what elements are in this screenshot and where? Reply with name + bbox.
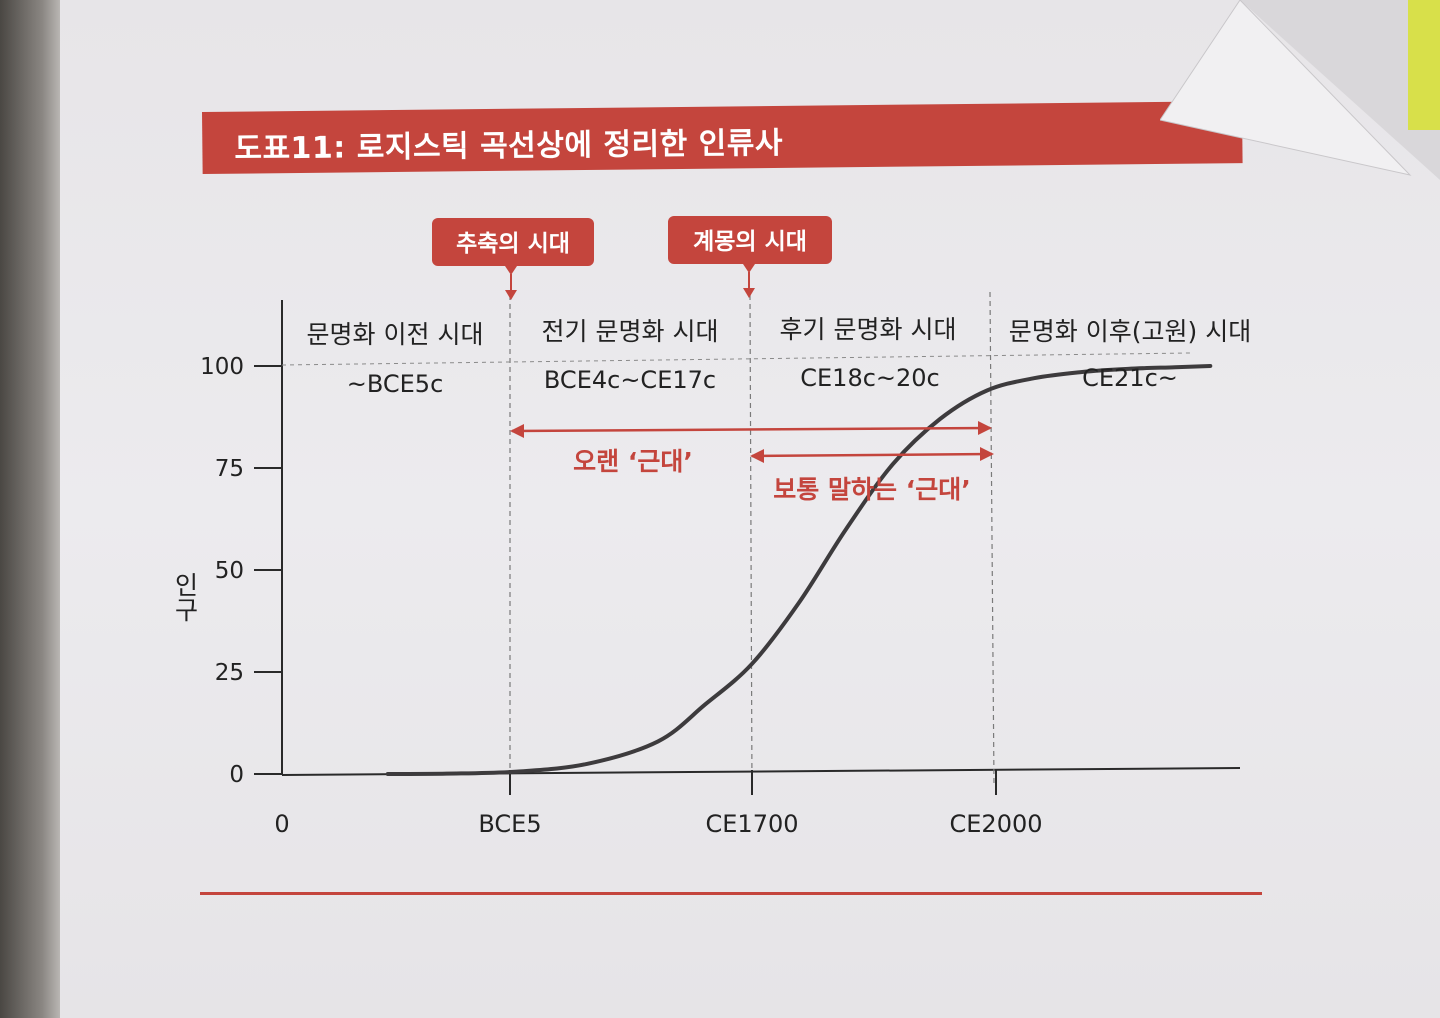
x-tick-label: BCE5 <box>478 810 541 838</box>
era-name-early: 전기 문명화 시대 <box>542 317 719 346</box>
era-name-late: 후기 문명화 시대 <box>780 315 957 344</box>
y-tick-label: 100 <box>200 354 244 380</box>
span-usual-modernity: 보통 말하는 ‘근대’ <box>750 447 994 504</box>
page-corner-fold <box>1160 0 1440 180</box>
plateau-line-100 <box>281 352 1191 366</box>
bottom-rule <box>200 892 1262 895</box>
x-tick-label: 0 <box>274 810 289 838</box>
marker-enlightenment: 계몽의 시대 <box>668 216 832 298</box>
modernity-spans: 오랜 ‘근대’ 보통 말하는 ‘근대’ <box>510 421 994 504</box>
era-dividers <box>281 291 1191 791</box>
page-gutter-shadow <box>0 0 60 1018</box>
y-tick-label: 25 <box>215 660 244 686</box>
era-period-post: CE21c~ <box>1082 364 1178 392</box>
divider-ce2000 <box>989 291 995 786</box>
x-tick-label: CE2000 <box>950 810 1043 838</box>
x-tick-label: CE1700 <box>706 810 799 838</box>
era-period-late: CE18c~20c <box>800 364 940 392</box>
y-tick-label: 50 <box>215 558 244 584</box>
span-usual-modernity-label: 보통 말하는 ‘근대’ <box>773 475 970 504</box>
marker-axial-age: 추축의 시대 <box>432 218 594 300</box>
era-name-pre: 문명화 이전 시대 <box>307 320 484 349</box>
period-markers: 추축의 시대 계몽의 시대 <box>432 216 832 300</box>
divider-ce1700 <box>749 294 753 791</box>
era-labels: 문명화 이전 시대 ~BCE5c 전기 문명화 시대 BCE4c~CE17c 후… <box>307 315 1252 398</box>
era-name-post: 문명화 이후(고원) 시대 <box>1009 317 1251 346</box>
x-ticks: 0 BCE5 CE1700 CE2000 <box>274 770 1043 838</box>
era-period-early: BCE4c~CE17c <box>544 366 716 394</box>
marker-axial-age-label: 추축의 시대 <box>456 231 570 257</box>
y-tick-label: 75 <box>215 456 244 482</box>
series-line <box>385 364 1213 776</box>
y-axis-label: 인구 <box>171 572 200 622</box>
marker-enlightenment-label: 계몽의 시대 <box>693 229 807 255</box>
span-long-modernity-label: 오랜 ‘근대’ <box>573 447 693 476</box>
y-ticks: 0 25 50 75 100 <box>200 354 282 788</box>
span-long-modernity: 오랜 ‘근대’ <box>510 421 992 476</box>
era-period-pre: ~BCE5c <box>347 370 444 398</box>
sticky-note-tab <box>1408 0 1440 130</box>
y-tick-label: 0 <box>229 762 244 788</box>
